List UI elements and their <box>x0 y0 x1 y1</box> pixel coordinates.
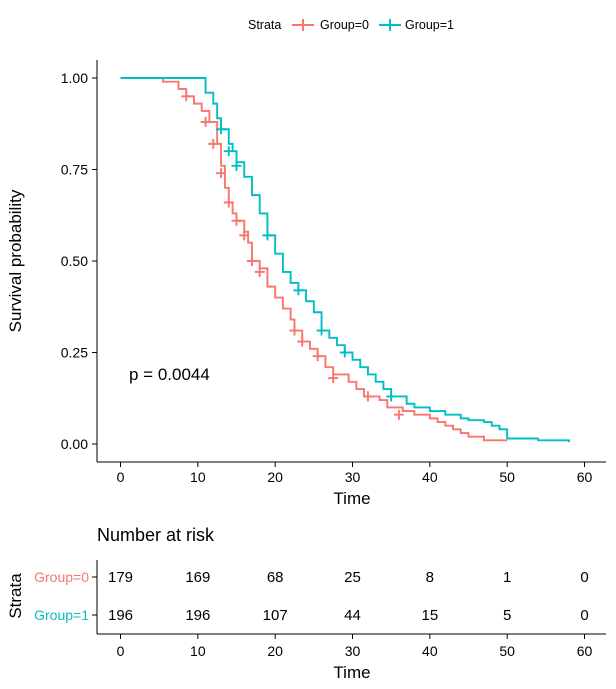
censor-mark <box>386 391 397 402</box>
x-tick-label: 40 <box>422 469 438 485</box>
legend-title: Strata <box>248 18 281 32</box>
y-tick-label: 0.25 <box>61 345 88 361</box>
risk-x-tick-label: 20 <box>267 643 283 659</box>
censor-mark <box>231 160 242 171</box>
risk-count: 196 <box>185 607 210 624</box>
censor-mark <box>216 124 227 135</box>
x-tick-label: 50 <box>499 469 515 485</box>
y-tick-label: 0.50 <box>61 253 88 269</box>
risk-row-label: Group=0 <box>34 569 89 585</box>
y-axis-ticks: 0.00 0.25 0.50 0.75 1.00 <box>61 70 97 452</box>
legend: Strata Group=0 Group=1 <box>248 18 454 32</box>
censor-mark <box>216 168 227 179</box>
risk-table: Number at risk Strata Group=0 179 169 68 25 8… <box>6 525 606 682</box>
censor-mark <box>328 373 339 384</box>
censor-mark <box>262 230 273 241</box>
censor-mark <box>208 138 219 149</box>
censor-mark <box>312 351 323 362</box>
censor-mark <box>181 91 192 102</box>
censor-mark <box>362 391 373 402</box>
censor-mark <box>339 347 350 358</box>
risk-x-tick-label: 30 <box>345 643 361 659</box>
y-tick-label: 0.00 <box>61 436 88 452</box>
risk-count: 8 <box>426 569 434 586</box>
p-value-annotation: p = 0.0044 <box>129 365 210 384</box>
risk-x-tick-label: 40 <box>422 643 438 659</box>
x-axis-title: Time <box>333 489 370 508</box>
legend-label-group0: Group=0 <box>320 18 369 32</box>
y-axis-title: Survival probability <box>6 189 25 332</box>
censor-mark <box>289 325 300 336</box>
censor-mark <box>254 266 265 277</box>
legend-label-group1: Group=1 <box>405 18 454 32</box>
x-axis-ticks: 0 10 20 30 40 50 60 <box>117 462 593 485</box>
risk-x-tick-label: 0 <box>117 643 125 659</box>
risk-count: 68 <box>267 569 284 586</box>
risk-count: 0 <box>580 607 588 624</box>
censor-mark <box>200 116 211 127</box>
censor-mark <box>223 197 234 208</box>
risk-count: 169 <box>185 569 210 586</box>
risk-x-axis-title: Time <box>333 663 370 682</box>
risk-count: 5 <box>503 607 511 624</box>
x-tick-label: 30 <box>345 469 361 485</box>
survival-curves <box>120 77 570 443</box>
risk-row-label: Group=1 <box>34 607 89 623</box>
censor-mark <box>231 215 242 226</box>
risk-count: 25 <box>344 569 361 586</box>
risk-x-axis-ticks: 0 10 20 30 40 50 60 <box>117 634 593 659</box>
x-tick-label: 0 <box>117 469 125 485</box>
risk-count: 179 <box>108 569 133 586</box>
main-plot: 0.00 0.25 0.50 0.75 1.00 0 10 20 30 40 50 60 Survi… <box>6 60 606 508</box>
x-tick-label: 20 <box>267 469 283 485</box>
risk-count: 44 <box>344 607 361 624</box>
y-tick-label: 0.75 <box>61 162 88 178</box>
risk-table-title: Number at risk <box>97 525 215 545</box>
risk-count: 1 <box>503 569 511 586</box>
series-Group1 <box>120 77 570 443</box>
x-tick-label: 10 <box>190 469 206 485</box>
risk-x-tick-label: 10 <box>190 643 206 659</box>
censor-mark <box>297 336 308 347</box>
risk-table-strata-title: Strata <box>6 573 25 619</box>
risk-x-tick-label: 50 <box>499 643 515 659</box>
series-Group0 <box>120 77 508 442</box>
risk-count: 107 <box>263 607 288 624</box>
survival-step-line <box>120 77 508 442</box>
censor-mark <box>223 146 234 157</box>
risk-x-tick-label: 60 <box>577 643 593 659</box>
censor-mark <box>246 256 257 266</box>
censor-mark <box>316 325 327 336</box>
survival-step-line <box>120 77 570 443</box>
risk-table-rows: Group=0 179 169 68 25 8 1 0 Group=1 196 196 107 44 15… <box>34 569 589 624</box>
risk-count: 0 <box>580 569 588 586</box>
censor-mark <box>239 230 250 241</box>
y-tick-label: 1.00 <box>61 70 88 86</box>
censor-mark <box>393 409 404 420</box>
x-tick-label: 60 <box>577 469 593 485</box>
risk-count: 15 <box>421 607 438 624</box>
censor-mark <box>293 285 304 296</box>
risk-count: 196 <box>108 607 133 624</box>
